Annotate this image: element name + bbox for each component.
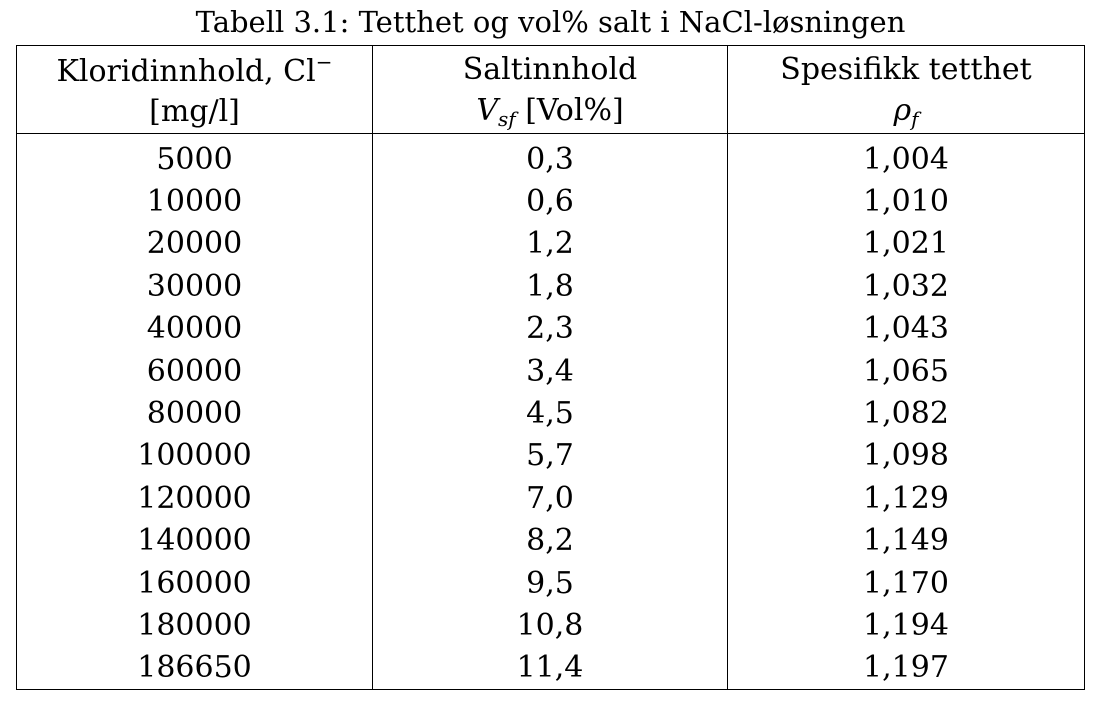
chloride-cell: 5000 xyxy=(16,133,373,181)
table-row: 120000 7,0 1,129 xyxy=(16,477,1085,520)
density-cell: 1,170 xyxy=(727,561,1085,605)
density-cell: 1,043 xyxy=(727,307,1085,350)
table-body: 5000 0,3 1,004 10000 0,6 1,010 20000 1,2 1,021 30… xyxy=(16,133,1085,690)
chloride-cell: 186650 xyxy=(16,646,373,690)
table-row: 30000 1,8 1,032 xyxy=(16,265,1085,308)
density-cell: 1,021 xyxy=(727,222,1085,266)
salt-cell: 10,8 xyxy=(372,604,728,647)
density-cell: 1,098 xyxy=(727,434,1085,478)
header-density-symbol-subscript: f xyxy=(911,106,919,131)
table-caption: Tabell 3.1: Tetthet og vol% salt i NaCl-… xyxy=(195,5,906,39)
table-row: 20000 1,2 1,021 xyxy=(16,222,1085,266)
salt-cell: 11,4 xyxy=(372,646,728,690)
salt-cell: 9,5 xyxy=(372,561,728,605)
chloride-cell: 40000 xyxy=(16,307,373,350)
density-cell: 1,129 xyxy=(727,477,1085,520)
header-chloride-unit: [mg/l] xyxy=(16,90,373,134)
salt-cell: 4,5 xyxy=(372,392,728,435)
chloride-cell: 60000 xyxy=(16,349,373,393)
density-cell: 1,082 xyxy=(727,392,1085,435)
salt-cell: 7,0 xyxy=(372,477,728,520)
header-salt-unit-label: [Vol%] xyxy=(515,92,624,128)
header-row-2: [mg/l] Vsf [Vol%] ρf xyxy=(16,90,1085,134)
salt-cell: 1,8 xyxy=(372,265,728,308)
chloride-cell: 20000 xyxy=(16,222,373,266)
salt-cell: 1,2 xyxy=(372,222,728,266)
chloride-cell: 100000 xyxy=(16,434,373,478)
density-cell: 1,197 xyxy=(727,646,1085,690)
chloride-cell: 120000 xyxy=(16,477,373,520)
header-chloride: Kloridinnhold, Cl− xyxy=(16,45,373,90)
table-row: 140000 8,2 1,149 xyxy=(16,519,1085,562)
header-density-label: Spesifikk tetthet xyxy=(780,51,1032,87)
header-density: Spesifikk tetthet xyxy=(727,45,1085,90)
density-cell: 1,010 xyxy=(727,180,1085,223)
table-row: 40000 2,3 1,043 xyxy=(16,307,1085,350)
table-row: 10000 0,6 1,010 xyxy=(16,180,1085,223)
salt-cell: 0,3 xyxy=(372,133,728,181)
density-cell: 1,194 xyxy=(727,604,1085,647)
table-row: 60000 3,4 1,065 xyxy=(16,349,1085,393)
header-salt-symbol: V xyxy=(476,92,498,128)
salt-cell: 0,6 xyxy=(372,180,728,223)
table-row: 5000 0,3 1,004 xyxy=(16,133,1085,181)
density-cell: 1,032 xyxy=(727,265,1085,308)
chloride-cell: 160000 xyxy=(16,561,373,605)
table-row: 100000 5,7 1,098 xyxy=(16,434,1085,478)
header-chloride-label: Kloridinnhold, Cl xyxy=(56,53,316,89)
density-cell: 1,004 xyxy=(727,133,1085,181)
chloride-cell: 30000 xyxy=(16,265,373,308)
density-cell: 1,065 xyxy=(727,349,1085,393)
table-row: 160000 9,5 1,170 xyxy=(16,561,1085,605)
header-chloride-unit-label: [mg/l] xyxy=(149,94,240,129)
table-row: 80000 4,5 1,082 xyxy=(16,392,1085,435)
header-row-1: Kloridinnhold, Cl− Saltinnhold Spesifikk… xyxy=(16,45,1085,90)
header-salt-unit: Vsf [Vol%] xyxy=(372,90,728,134)
table-row: 186650 11,4 1,197 xyxy=(16,646,1085,690)
header-salt-symbol-subscript: sf xyxy=(497,106,516,131)
table-row: 180000 10,8 1,194 xyxy=(16,604,1085,647)
salt-cell: 3,4 xyxy=(372,349,728,393)
density-cell: 1,149 xyxy=(727,519,1085,562)
chloride-cell: 80000 xyxy=(16,392,373,435)
chloride-cell: 10000 xyxy=(16,180,373,223)
salt-cell: 2,3 xyxy=(372,307,728,350)
data-table-container: Kloridinnhold, Cl− Saltinnhold Spesifikk… xyxy=(16,45,1085,691)
salt-cell: 5,7 xyxy=(372,434,728,478)
salt-cell: 8,2 xyxy=(372,519,728,562)
header-density-symbol: ρ xyxy=(893,92,912,128)
header-salt-label: Saltinnhold xyxy=(462,51,638,87)
header-chloride-superscript: − xyxy=(315,49,333,74)
chloride-cell: 140000 xyxy=(16,519,373,562)
header-salt: Saltinnhold xyxy=(372,45,728,90)
header-density-unit: ρf xyxy=(727,90,1085,134)
chloride-cell: 180000 xyxy=(16,604,373,647)
data-table: Kloridinnhold, Cl− Saltinnhold Spesifikk… xyxy=(16,45,1085,691)
